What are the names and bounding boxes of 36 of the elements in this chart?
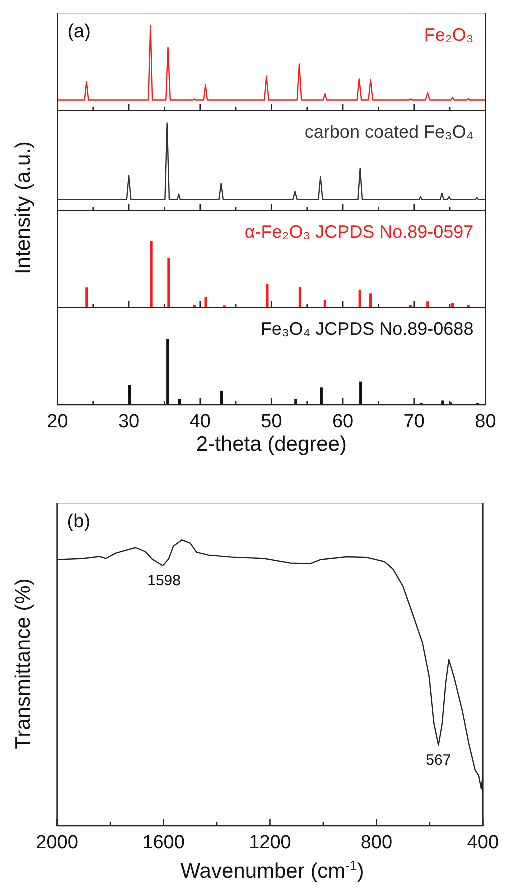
x-tick-label: 80 [475, 411, 496, 432]
y-axis-title: Intensity (a.u.) [12, 141, 36, 275]
x-axis-title: 2-theta (degree) [195, 433, 348, 457]
x-tick-label: 70 [404, 411, 425, 432]
bar [86, 288, 88, 308]
x-tick-label: 400 [467, 832, 499, 854]
x-tick-label: 1600 [142, 832, 185, 854]
text: α-Fe₂O₃ JCPDS No.89-0597 [244, 222, 474, 242]
bar [298, 287, 302, 308]
x-tick-label: 50 [261, 411, 282, 432]
x-tick-label: 60 [332, 411, 354, 432]
text: carbon coated Fe₃O₄ [304, 122, 474, 142]
x-tick-label: 40 [190, 411, 211, 432]
bar [168, 258, 170, 308]
x-tick-label: 800 [360, 832, 393, 854]
annotation: 1598 [148, 572, 181, 590]
y-axis-title: Transmittance (%) [12, 578, 36, 750]
bar [150, 241, 153, 308]
text: Fe₂O₃ [424, 24, 474, 45]
bar [426, 302, 430, 308]
bar [294, 399, 298, 405]
bar [166, 339, 170, 405]
x-axis-title: Wavenumber (cm$^{-1}$) [180, 858, 366, 884]
text: Fe₃O₄ JCPDS No.89-0688 [260, 318, 474, 339]
bar [320, 387, 323, 405]
x-tick-label: 30 [118, 411, 140, 432]
bar [220, 390, 224, 405]
x-tick-label: 2000 [36, 832, 78, 854]
text: (b) [67, 512, 91, 534]
x-tick-label: 1200 [249, 832, 292, 854]
annotation: 567 [426, 752, 452, 770]
bar [266, 284, 269, 308]
bar [360, 381, 362, 405]
annotation: (a) [68, 22, 91, 43]
bar [204, 297, 208, 308]
x-tick-label: 20 [47, 411, 68, 432]
